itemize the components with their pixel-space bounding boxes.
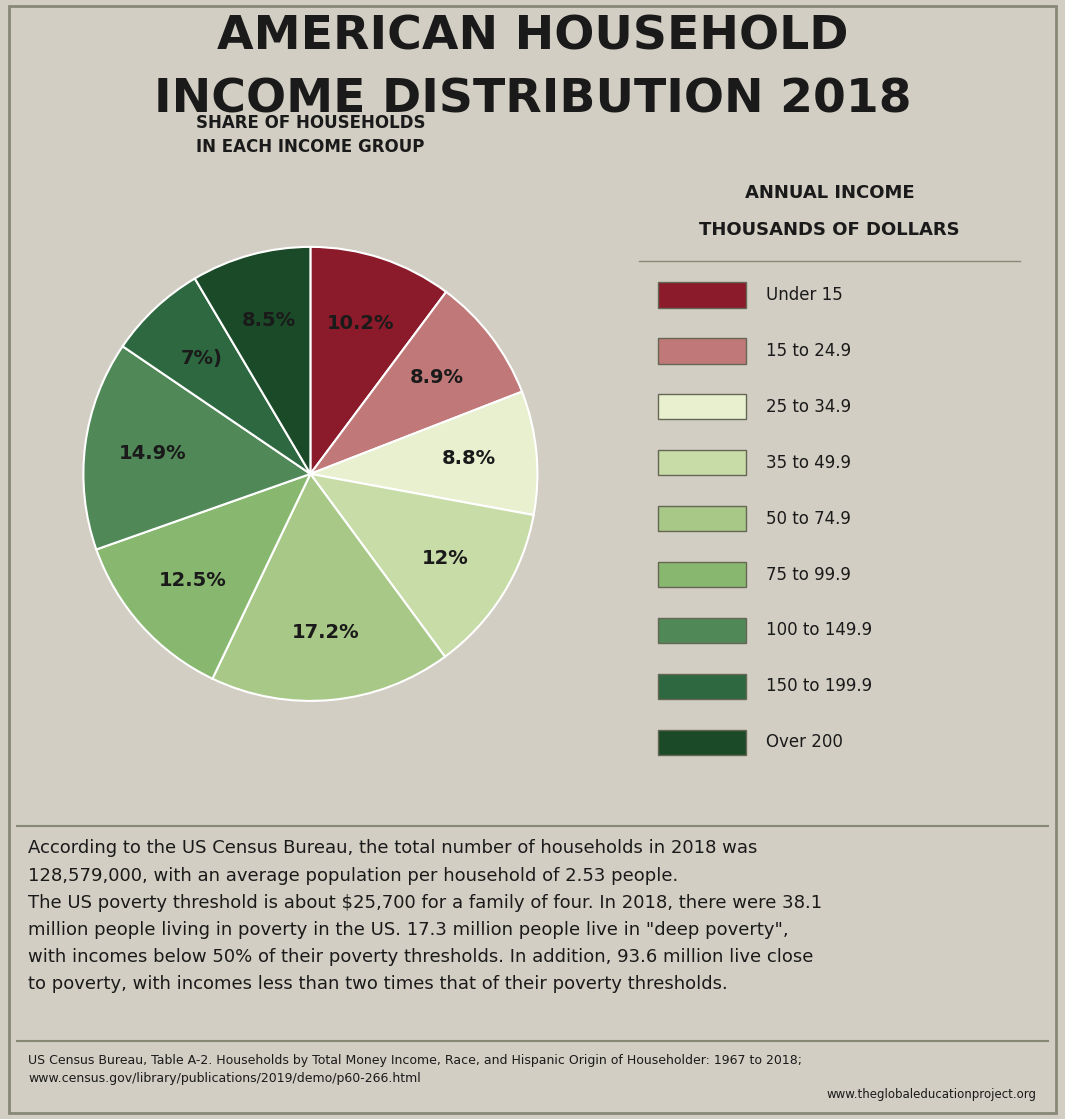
Bar: [658, 562, 745, 587]
Text: 8.9%: 8.9%: [410, 368, 464, 387]
Wedge shape: [83, 346, 310, 549]
Text: 25 to 34.9: 25 to 34.9: [766, 398, 851, 416]
Text: 14.9%: 14.9%: [119, 444, 186, 463]
Bar: [658, 450, 745, 476]
Text: 15 to 24.9: 15 to 24.9: [766, 342, 851, 360]
Text: 7%): 7%): [181, 348, 223, 367]
Text: 12%: 12%: [422, 548, 469, 567]
Text: 8.5%: 8.5%: [242, 311, 295, 330]
Text: 10.2%: 10.2%: [327, 313, 394, 332]
Text: 12.5%: 12.5%: [159, 571, 226, 590]
Text: AMERICAN HOUSEHOLD: AMERICAN HOUSEHOLD: [217, 15, 848, 59]
Text: 150 to 199.9: 150 to 199.9: [766, 677, 872, 695]
Text: SHARE OF HOUSEHOLDS
IN EACH INCOME GROUP: SHARE OF HOUSEHOLDS IN EACH INCOME GROUP: [196, 114, 425, 156]
Text: 35 to 49.9: 35 to 49.9: [766, 453, 851, 472]
Text: ANNUAL INCOME: ANNUAL INCOME: [744, 184, 915, 201]
Text: 8.8%: 8.8%: [442, 450, 495, 469]
Text: Under 15: Under 15: [766, 286, 842, 304]
Bar: [658, 506, 745, 532]
Bar: [658, 338, 745, 364]
Bar: [658, 282, 745, 308]
Text: 100 to 149.9: 100 to 149.9: [766, 621, 872, 639]
Wedge shape: [310, 392, 538, 515]
Wedge shape: [310, 474, 534, 657]
Text: 75 to 99.9: 75 to 99.9: [766, 565, 851, 584]
Wedge shape: [212, 474, 445, 700]
Text: According to the US Census Bureau, the total number of households in 2018 was
12: According to the US Census Bureau, the t…: [29, 839, 822, 993]
Wedge shape: [195, 247, 310, 474]
Wedge shape: [96, 474, 310, 679]
Bar: [658, 730, 745, 755]
Wedge shape: [122, 279, 310, 474]
Wedge shape: [310, 292, 522, 474]
Wedge shape: [310, 247, 446, 474]
Text: 17.2%: 17.2%: [292, 622, 359, 641]
Bar: [658, 618, 745, 643]
Bar: [658, 394, 745, 420]
Text: THOUSANDS OF DOLLARS: THOUSANDS OF DOLLARS: [700, 220, 960, 238]
Text: Over 200: Over 200: [766, 733, 842, 751]
Text: 50 to 74.9: 50 to 74.9: [766, 509, 851, 528]
Bar: [658, 674, 745, 699]
Text: www.theglobaleducationproject.org: www.theglobaleducationproject.org: [826, 1088, 1036, 1101]
Text: INCOME DISTRIBUTION 2018: INCOME DISTRIBUTION 2018: [153, 78, 912, 123]
Text: US Census Bureau, Table A-2. Households by Total Money Income, Race, and Hispani: US Census Bureau, Table A-2. Households …: [29, 1054, 802, 1084]
